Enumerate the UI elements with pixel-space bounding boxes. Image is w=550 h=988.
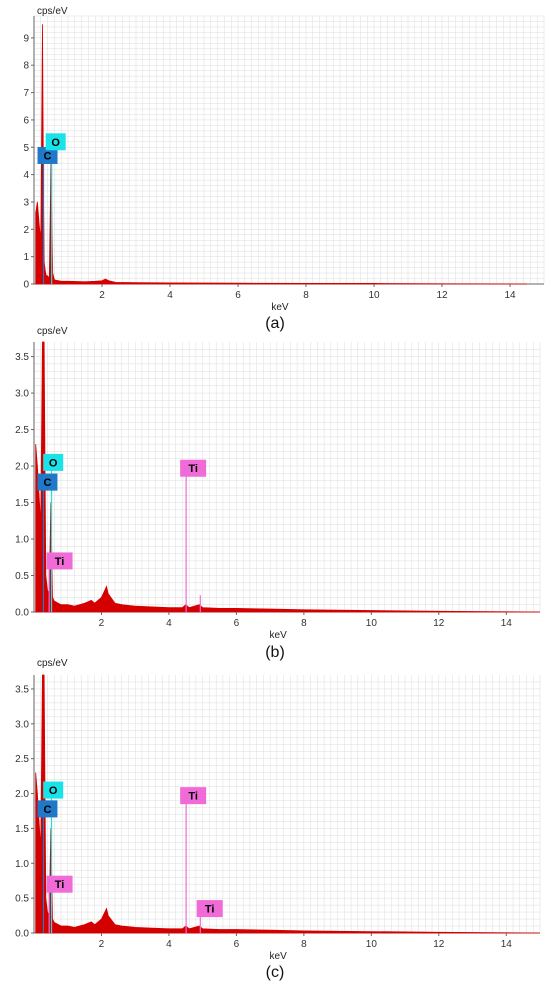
y-tick-label: 0.0	[15, 929, 29, 940]
y-tick-label: 1.0	[15, 535, 29, 546]
panel-caption: (b)	[265, 644, 285, 661]
y-tick-label: 2.0	[15, 462, 29, 473]
element-label-box	[45, 133, 66, 151]
x-axis-label: keV	[271, 302, 289, 313]
x-tick-label: 8	[301, 939, 307, 950]
y-tick-label: 5	[23, 143, 29, 154]
x-tick-label: 8	[303, 290, 309, 301]
y-tick-label: 3.0	[15, 719, 29, 730]
element-label-o: O	[43, 781, 64, 799]
element-label-box	[43, 453, 64, 471]
x-tick-label: 6	[234, 618, 240, 629]
y-tick-label: 3.5	[15, 352, 29, 363]
grid	[34, 675, 541, 933]
y-tick-label: 8	[23, 61, 29, 72]
element-label-text: O	[49, 785, 58, 797]
grid	[34, 342, 541, 612]
x-tick-label: 10	[366, 618, 378, 629]
element-label-c: C	[37, 800, 58, 818]
element-label-box	[37, 800, 58, 818]
y-axis-label: cps/eV	[37, 326, 68, 337]
x-tick-label: 12	[436, 290, 448, 301]
y-tick-label: 4	[23, 170, 29, 181]
element-label-text: O	[49, 457, 58, 469]
y-tick-label: 3.0	[15, 389, 29, 400]
y-tick-label: 0.5	[15, 571, 29, 582]
x-tick-label: 6	[235, 290, 241, 301]
element-label-box	[180, 459, 207, 477]
y-tick-label: 0	[23, 280, 29, 291]
y-tick-label: 2.0	[15, 789, 29, 800]
y-axis-label: cps/eV	[37, 6, 68, 17]
x-tick-label: 14	[504, 290, 516, 301]
element-label-text: C	[43, 804, 51, 816]
x-tick-label: 2	[99, 939, 105, 950]
element-label-text: C	[43, 477, 51, 489]
x-axis-label: keV	[270, 951, 288, 962]
x-tick-label: 2	[99, 618, 105, 629]
spectrum-area	[35, 341, 541, 613]
x-tick-label: 6	[234, 939, 240, 950]
element-label-ti: Ti	[180, 787, 207, 805]
element-label-text: Ti	[188, 791, 198, 803]
element-label-box	[46, 875, 73, 893]
element-label-text: Ti	[55, 556, 65, 568]
element-label-ti: Ti	[46, 875, 73, 893]
y-tick-label: 9	[23, 33, 29, 44]
y-tick-label: 2	[23, 225, 29, 236]
x-tick-label: 4	[167, 290, 173, 301]
element-label-ti: Ti	[196, 900, 223, 918]
y-tick-label: 0.0	[15, 608, 29, 619]
x-axis-label: keV	[270, 630, 288, 641]
x-tick-label: 12	[433, 939, 445, 950]
x-tick-label: 4	[166, 618, 172, 629]
grid	[34, 15, 545, 284]
x-tick-label: 14	[501, 618, 513, 629]
x-tick-label: 14	[501, 939, 513, 950]
y-tick-label: 2.5	[15, 754, 29, 765]
x-tick-label: 10	[366, 939, 378, 950]
y-tick-label: 6	[23, 115, 29, 126]
y-tick-label: 3.5	[15, 684, 29, 695]
element-label-text: Ti	[55, 879, 65, 891]
element-label-c: C	[37, 473, 58, 491]
spectrum-area	[35, 24, 528, 285]
y-tick-label: 2.5	[15, 425, 29, 436]
element-label-box	[46, 552, 73, 570]
spectrum-area	[35, 674, 541, 934]
element-label-o: O	[43, 453, 64, 471]
element-label-o: O	[45, 133, 66, 151]
x-tick-label: 8	[301, 618, 307, 629]
y-tick-label: 3	[23, 197, 29, 208]
y-axis-label: cps/eV	[37, 658, 68, 669]
y-tick-label: 1.5	[15, 824, 29, 835]
x-tick-label: 12	[433, 618, 445, 629]
y-tick-label: 7	[23, 88, 29, 99]
panel-c: 2 4 6 8 10 12 14 0.0 0.5 1.0 1.5 2.0 2.5 3.0 3.5 cps/eV…	[15, 658, 541, 981]
element-label-ti: Ti	[180, 459, 207, 477]
y-tick-label: 1.0	[15, 859, 29, 870]
element-label-text: Ti	[188, 463, 198, 475]
y-tick-label: 1	[23, 252, 29, 263]
element-label-box	[196, 900, 223, 918]
element-label-text: O	[51, 137, 60, 149]
panel-caption: (a)	[265, 315, 285, 332]
panel-b: 2 4 6 8 10 12 14 0.0 0.5 1.0 1.5 2.0 2.5 3.0 3.5 cps/eV…	[15, 326, 541, 661]
element-label-box	[43, 781, 64, 799]
x-tick-label: 10	[368, 290, 380, 301]
element-label-box	[37, 146, 58, 164]
element-label-text: Ti	[205, 904, 215, 916]
x-tick-label: 4	[166, 939, 172, 950]
element-label-box	[37, 473, 58, 491]
element-label-box	[180, 787, 207, 805]
element-label-ti: Ti	[46, 552, 73, 570]
x-tick-label: 2	[99, 290, 105, 301]
element-label-c: C	[37, 146, 58, 164]
y-tick-label: 0.5	[15, 894, 29, 905]
y-tick-label: 1.5	[15, 498, 29, 509]
panel-caption: (c)	[266, 964, 285, 981]
element-label-text: C	[44, 150, 52, 162]
